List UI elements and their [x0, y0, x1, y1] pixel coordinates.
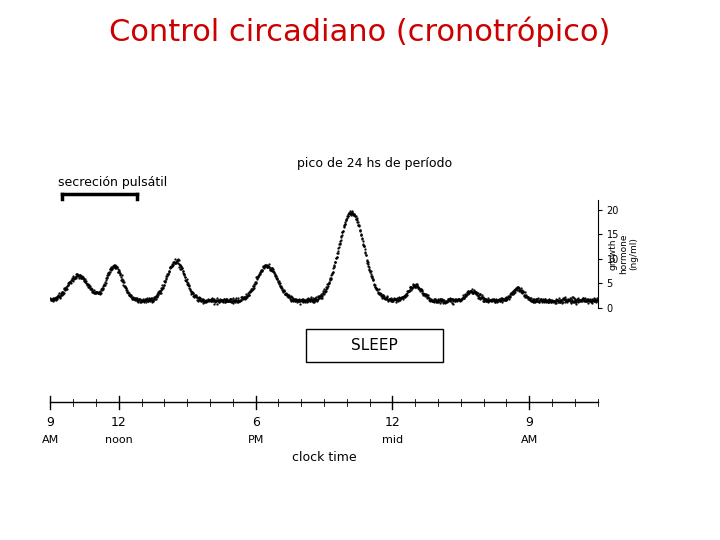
Text: Control circadiano (cronotrópico): Control circadiano (cronotrópico)	[109, 16, 611, 46]
Text: secreción pulsátil: secreción pulsátil	[58, 176, 167, 189]
Text: 9: 9	[526, 416, 533, 429]
Y-axis label: growth
hormone
(ng/ml): growth hormone (ng/ml)	[608, 233, 638, 274]
Text: AM: AM	[521, 435, 538, 445]
Text: mid: mid	[382, 435, 403, 445]
Text: 9: 9	[47, 416, 54, 429]
Text: 12: 12	[111, 416, 127, 429]
Text: pico de 24 hs de período: pico de 24 hs de período	[297, 157, 452, 170]
Text: AM: AM	[42, 435, 59, 445]
Text: 12: 12	[384, 416, 400, 429]
Text: noon: noon	[105, 435, 132, 445]
Text: clock time: clock time	[292, 451, 356, 464]
Text: SLEEP: SLEEP	[351, 338, 397, 353]
Text: PM: PM	[248, 435, 264, 445]
Text: 6: 6	[252, 416, 259, 429]
